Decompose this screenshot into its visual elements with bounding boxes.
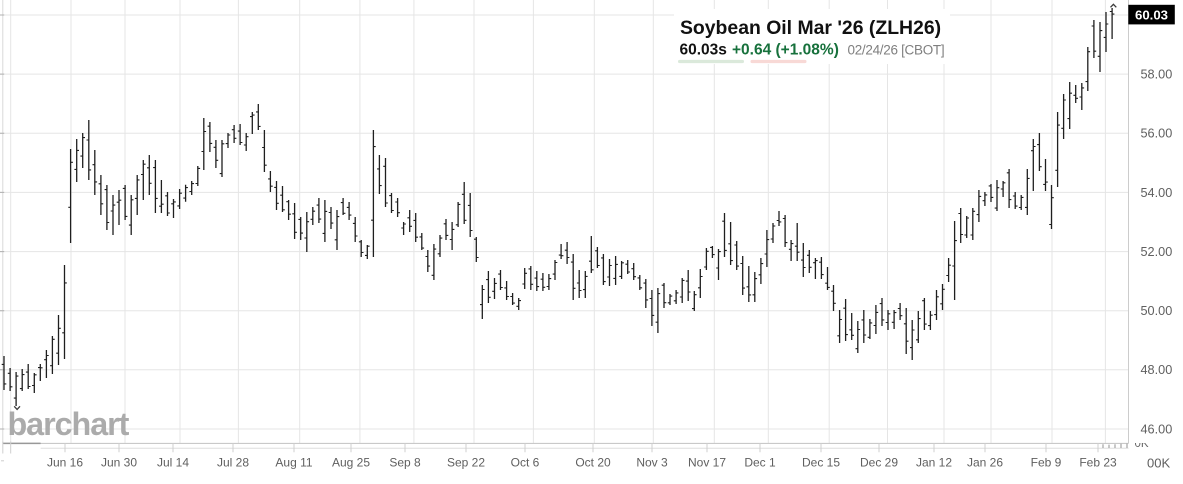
svg-text:60.03: 60.03: [1135, 7, 1168, 22]
svg-text:Sep 22: Sep 22: [447, 456, 485, 470]
svg-text:46.00: 46.00: [1141, 422, 1173, 436]
svg-text:Jan 26: Jan 26: [967, 456, 1003, 470]
svg-text:barchart: barchart: [8, 406, 130, 442]
svg-text:Dec 1: Dec 1: [744, 456, 776, 470]
svg-text:02/24/26 [CBOT]: 02/24/26 [CBOT]: [848, 43, 945, 58]
svg-text:Jun 16: Jun 16: [47, 456, 83, 470]
svg-text:58.00: 58.00: [1141, 68, 1173, 82]
svg-text:Nov 17: Nov 17: [688, 456, 726, 470]
svg-text:Nov 3: Nov 3: [636, 456, 668, 470]
svg-text:Oct 6: Oct 6: [511, 456, 540, 470]
svg-text:60.03s: 60.03s: [680, 42, 727, 59]
svg-text:50.00: 50.00: [1141, 304, 1173, 318]
svg-text:Feb 9: Feb 9: [1031, 456, 1062, 470]
svg-text:+0.64 (+1.08%): +0.64 (+1.08%): [732, 42, 839, 59]
svg-text:Jan 12: Jan 12: [916, 456, 952, 470]
svg-text:Aug 25: Aug 25: [332, 456, 370, 470]
svg-text:Dec 29: Dec 29: [860, 456, 898, 470]
svg-text:Jul 28: Jul 28: [217, 456, 249, 470]
svg-text:Aug 11: Aug 11: [275, 456, 312, 470]
svg-text:52.00: 52.00: [1141, 245, 1173, 259]
svg-text:Jul 14: Jul 14: [157, 456, 189, 470]
svg-text:0K: 0K: [1135, 438, 1149, 450]
svg-text:Feb 23: Feb 23: [1079, 456, 1117, 470]
svg-text:Oct 20: Oct 20: [575, 456, 611, 470]
svg-text:Sep 8: Sep 8: [389, 456, 421, 470]
svg-text:56.00: 56.00: [1141, 127, 1173, 141]
svg-text:54.00: 54.00: [1141, 186, 1173, 200]
svg-text:Soybean Oil Mar '26 (ZLH26): Soybean Oil Mar '26 (ZLH26): [680, 17, 941, 39]
svg-text:48.00: 48.00: [1141, 363, 1173, 377]
svg-text:Dec 15: Dec 15: [802, 456, 840, 470]
svg-text:Jun 30: Jun 30: [101, 456, 137, 470]
svg-text:00K: 00K: [1147, 456, 1170, 471]
